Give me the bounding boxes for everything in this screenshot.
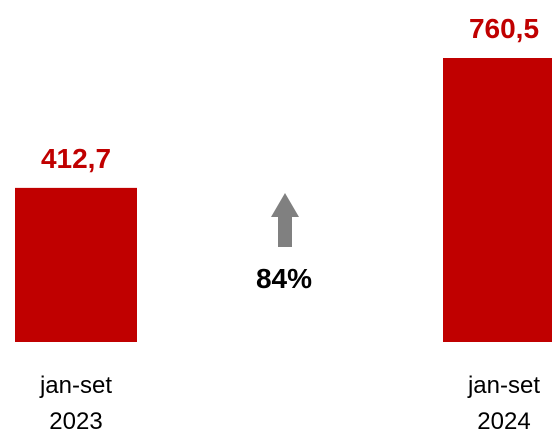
category-label-1-line-1: 2024 xyxy=(477,408,530,434)
change-indicator: 84% xyxy=(256,193,312,294)
bars-layer xyxy=(15,58,552,342)
bar-0 xyxy=(15,187,137,342)
value-label-0: 412,7 xyxy=(41,143,111,174)
category-label-0-line-0: jan-set xyxy=(39,372,112,399)
bar-1 xyxy=(443,58,552,342)
category-label-0-line-1: 2023 xyxy=(49,408,102,434)
percent-change-label: 84% xyxy=(256,263,312,294)
category-label-1-line-0: jan-set xyxy=(467,372,540,399)
up-arrow-icon xyxy=(271,193,299,247)
value-label-1: 760,5 xyxy=(469,13,539,44)
labels-layer: 412,7 jan-set 2023 760,5 jan-set 2024 xyxy=(39,13,540,434)
